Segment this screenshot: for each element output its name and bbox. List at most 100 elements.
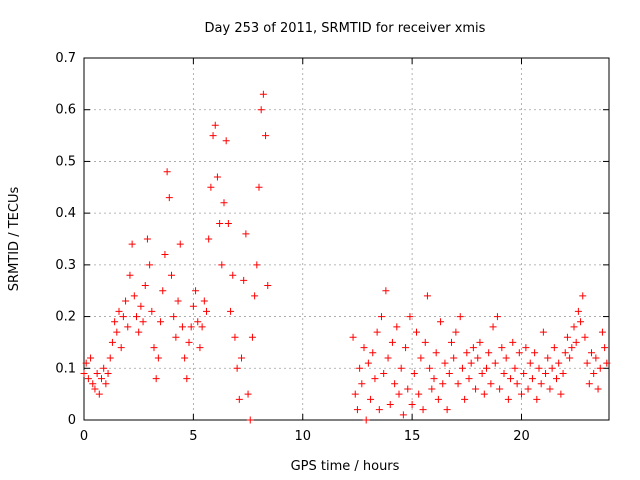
y-tick-label: 0.6 (55, 103, 76, 118)
data-point (351, 390, 359, 398)
data-point (122, 297, 130, 305)
axis-ticks (83, 57, 609, 421)
data-point (391, 380, 399, 388)
data-point (133, 313, 140, 321)
data-point (264, 282, 272, 290)
data-point (594, 385, 602, 393)
data-point (119, 313, 127, 321)
data-point (493, 313, 501, 321)
data-point (489, 323, 497, 331)
data-point (465, 375, 473, 383)
data-point (406, 313, 414, 321)
data-point (399, 411, 407, 419)
data-point (574, 307, 582, 315)
data-point (216, 219, 224, 227)
data-point (128, 240, 136, 248)
data-point (443, 406, 451, 414)
data-point (369, 349, 377, 357)
data-point (207, 183, 215, 191)
data-point (382, 287, 390, 295)
data-point (537, 380, 545, 388)
data-point (603, 359, 611, 367)
data-point (229, 271, 237, 279)
data-point (211, 121, 219, 129)
data-point (139, 318, 147, 326)
data-point (196, 344, 204, 352)
y-axis-title: SRMTID / TECUs (7, 187, 22, 292)
data-point (531, 349, 539, 357)
data-point (533, 395, 541, 403)
data-point (187, 323, 195, 331)
data-point (104, 369, 112, 377)
data-point (242, 230, 250, 238)
data-point (430, 375, 438, 383)
data-point (375, 406, 383, 414)
data-point (205, 235, 213, 243)
data-point (469, 344, 477, 352)
x-tick-label: 0 (80, 429, 88, 444)
data-point (108, 338, 116, 346)
data-point (194, 318, 202, 326)
data-point (445, 369, 453, 377)
data-point (100, 364, 108, 372)
data-point (240, 276, 248, 284)
data-point (364, 359, 372, 367)
y-tick-labels: 0 0.1 0.2 0.3 0.4 0.5 0.6 0.7 (55, 51, 76, 428)
y-tick-label: 0 (68, 413, 76, 428)
data-point (238, 354, 245, 362)
data-point (467, 359, 475, 367)
data-point (581, 333, 589, 341)
data-point (441, 359, 449, 367)
data-point (222, 137, 230, 145)
data-point (183, 375, 191, 383)
data-point (408, 400, 416, 408)
data-point (588, 349, 595, 357)
data-point (349, 333, 357, 341)
data-point (461, 395, 469, 403)
data-point (353, 406, 361, 414)
data-point (601, 344, 609, 352)
data-point (557, 390, 565, 398)
data-point (209, 132, 217, 140)
data-point (218, 261, 226, 269)
data-point (598, 328, 606, 336)
data-point (124, 323, 132, 331)
data-point (87, 354, 95, 362)
data-point (513, 380, 521, 388)
data-point (500, 369, 508, 377)
data-point (509, 338, 517, 346)
x-tick-label: 15 (404, 429, 421, 444)
data-point (393, 323, 401, 331)
data-point (507, 375, 515, 383)
data-point (80, 369, 88, 377)
data-point (570, 323, 578, 331)
data-point (172, 333, 180, 341)
data-point (356, 364, 364, 372)
data-point (428, 385, 436, 393)
data-point (474, 354, 482, 362)
data-point (596, 364, 604, 372)
data-point (419, 406, 427, 414)
data-point (520, 369, 528, 377)
data-point (539, 328, 547, 336)
data-point (102, 380, 110, 388)
data-point (367, 395, 375, 403)
data-point (227, 307, 235, 315)
data-point (511, 364, 519, 372)
data-point (360, 344, 368, 352)
data-point (553, 375, 560, 383)
data-point (524, 385, 532, 393)
data-point (251, 292, 259, 300)
data-point (157, 318, 165, 326)
data-point (231, 333, 239, 341)
data-point (415, 390, 423, 398)
data-point (176, 240, 184, 248)
data-point (544, 354, 552, 362)
data-point (535, 364, 543, 372)
data-point (148, 307, 156, 315)
data-point (515, 349, 523, 357)
data-point (463, 349, 471, 357)
data-point (496, 385, 504, 393)
data-point (255, 183, 263, 191)
